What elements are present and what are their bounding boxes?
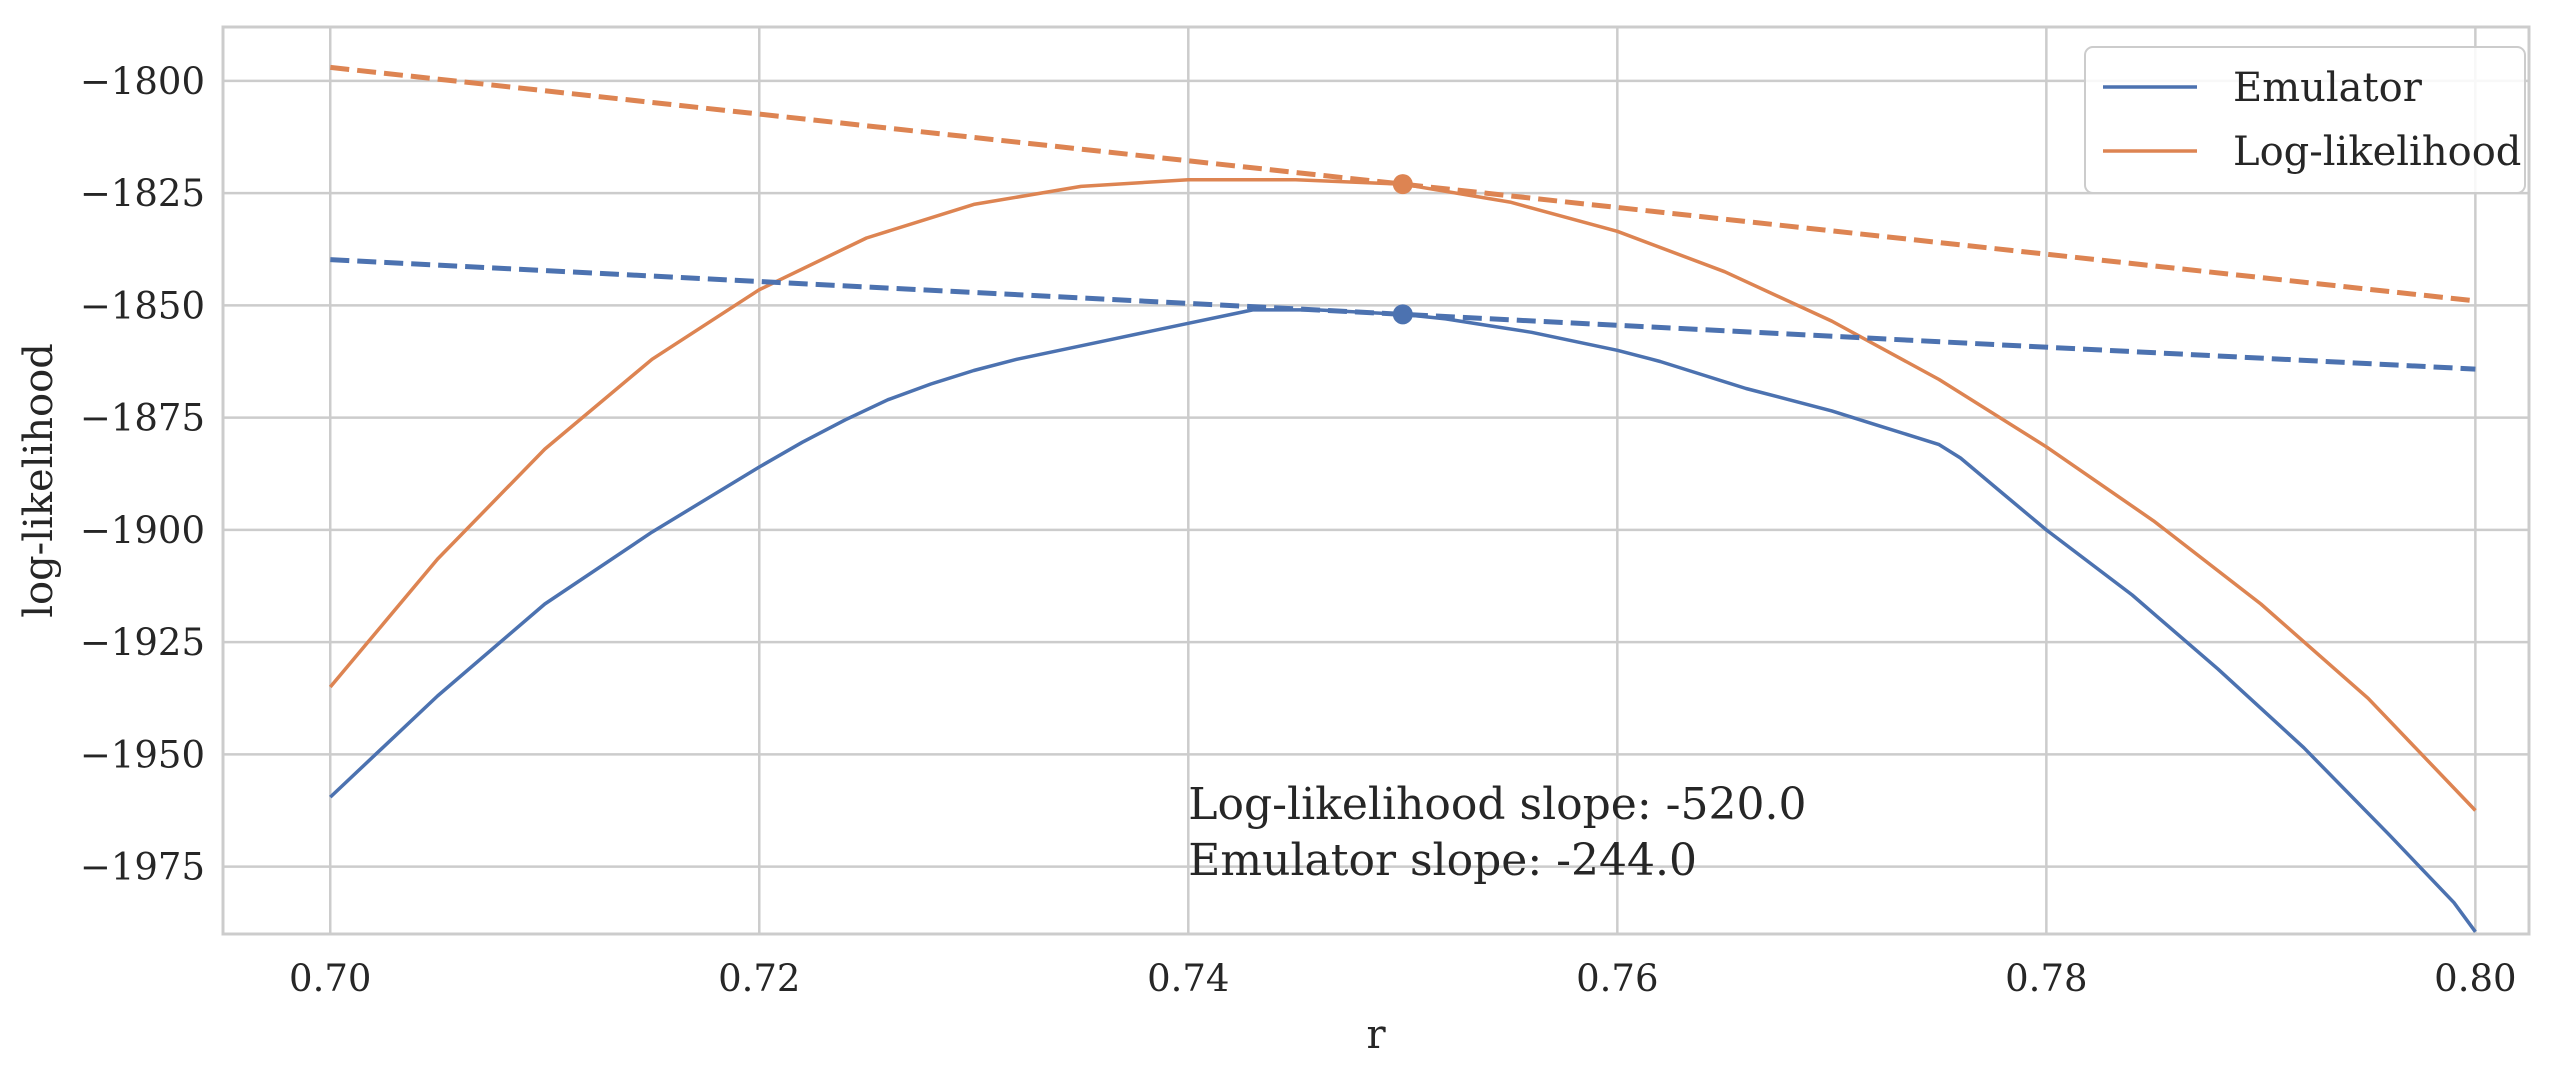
tangent-line-2 [330, 257, 2476, 372]
y-tick-label: −1900 [80, 509, 205, 552]
y-tick-label: −1950 [80, 733, 205, 776]
legend-label-emulator: Emulator [2233, 65, 2423, 111]
y-tick-label: −1825 [80, 172, 205, 215]
x-tick-label: 0.78 [2005, 957, 2087, 1000]
y-axis-label: log-likelihood [16, 343, 62, 618]
x-axis-label: r [1366, 1012, 1386, 1058]
emulator-slope-annotation: Emulator slope: -244.0 [1188, 835, 1697, 886]
annotations: Log-likelihood slope: -520.0 Emulator sl… [1188, 779, 1806, 886]
y-tick-label: −1975 [80, 846, 205, 889]
y-tick-label: −1800 [80, 60, 205, 103]
x-tick-label: 0.74 [1147, 957, 1229, 1000]
points-layer [1392, 174, 1413, 325]
tangent-point [1392, 174, 1413, 195]
x-axis-ticks: 0.70 0.72 0.74 0.76 0.78 0.80 [289, 957, 2517, 1000]
x-tick-label: 0.70 [289, 957, 371, 1000]
tangent-point [1392, 304, 1413, 325]
y-axis-ticks: −1800 −1825 −1850 −1875 −1900 −1925 −1950 −1975 [80, 60, 205, 889]
legend-label-log-likelihood: Log-likelihood [2233, 129, 2521, 175]
y-tick-label: −1850 [80, 284, 205, 327]
plot-frame [221, 25, 2531, 936]
y-tick-label: −1875 [80, 397, 205, 440]
series-line-1 [328, 177, 2477, 812]
legend-box [2084, 46, 2526, 194]
legend: Emulator Log-likelihood [2084, 46, 2526, 194]
y-tick-label: −1925 [80, 621, 205, 664]
tangent-line-3 [330, 64, 2476, 304]
x-tick-label: 0.72 [718, 957, 800, 1000]
log-likelihood-slope-annotation: Log-likelihood slope: -520.0 [1188, 779, 1806, 830]
x-tick-label: 0.76 [1576, 957, 1658, 1000]
x-tick-label: 0.80 [2434, 957, 2516, 1000]
